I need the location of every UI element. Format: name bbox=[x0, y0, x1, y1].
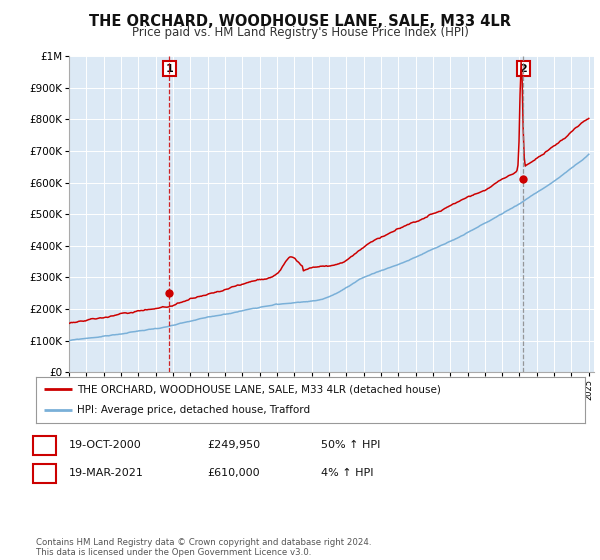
Text: HPI: Average price, detached house, Trafford: HPI: Average price, detached house, Traf… bbox=[77, 405, 310, 416]
Text: 1: 1 bbox=[41, 440, 48, 450]
Text: 4% ↑ HPI: 4% ↑ HPI bbox=[321, 468, 373, 478]
Text: 1: 1 bbox=[166, 64, 173, 74]
Text: 2: 2 bbox=[520, 64, 527, 74]
Text: 2: 2 bbox=[41, 468, 48, 478]
Text: £249,950: £249,950 bbox=[207, 440, 260, 450]
Text: Price paid vs. HM Land Registry's House Price Index (HPI): Price paid vs. HM Land Registry's House … bbox=[131, 26, 469, 39]
Text: £610,000: £610,000 bbox=[207, 468, 260, 478]
Text: 50% ↑ HPI: 50% ↑ HPI bbox=[321, 440, 380, 450]
Text: 19-MAR-2021: 19-MAR-2021 bbox=[69, 468, 144, 478]
Text: THE ORCHARD, WOODHOUSE LANE, SALE, M33 4LR: THE ORCHARD, WOODHOUSE LANE, SALE, M33 4… bbox=[89, 14, 511, 29]
Text: Contains HM Land Registry data © Crown copyright and database right 2024.
This d: Contains HM Land Registry data © Crown c… bbox=[36, 538, 371, 557]
Text: THE ORCHARD, WOODHOUSE LANE, SALE, M33 4LR (detached house): THE ORCHARD, WOODHOUSE LANE, SALE, M33 4… bbox=[77, 384, 441, 394]
Text: 19-OCT-2000: 19-OCT-2000 bbox=[69, 440, 142, 450]
